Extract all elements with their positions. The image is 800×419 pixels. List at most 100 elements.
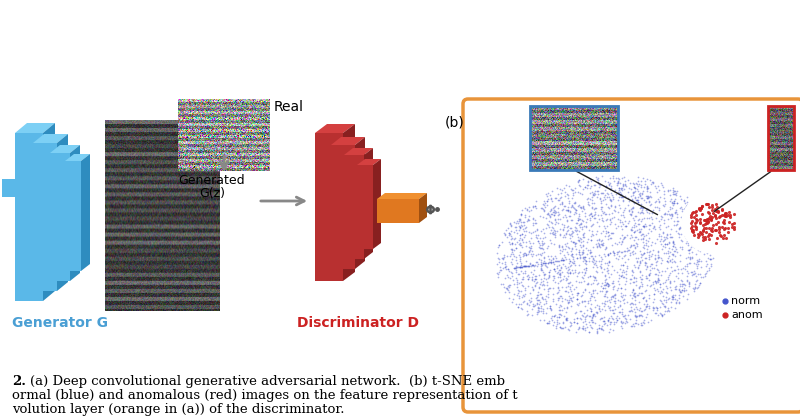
Point [694, 229, 707, 236]
Point [629, 188, 642, 195]
Point [626, 301, 639, 308]
Text: Real: Real [274, 100, 304, 114]
Point [688, 232, 701, 238]
Point [506, 298, 518, 305]
Point [668, 188, 681, 195]
Point [539, 234, 552, 241]
Point [546, 228, 559, 235]
Point [593, 322, 606, 329]
Point [618, 296, 630, 303]
Point [682, 290, 694, 297]
Point [638, 259, 651, 266]
Point [533, 240, 546, 246]
Point [654, 287, 667, 294]
Point [642, 194, 655, 201]
Point [563, 212, 576, 219]
Point [543, 305, 556, 312]
Point [604, 250, 617, 257]
Point [614, 323, 627, 330]
Point [625, 211, 638, 217]
Point [614, 205, 626, 212]
Point [686, 240, 698, 247]
Point [621, 299, 634, 306]
Point [546, 225, 559, 231]
Point [544, 207, 557, 213]
Point [680, 235, 693, 241]
Point [593, 305, 606, 312]
Point [594, 308, 606, 315]
Point [678, 285, 690, 292]
Point [622, 256, 635, 263]
Point [674, 283, 687, 290]
Point [628, 183, 641, 190]
Point [591, 174, 604, 181]
Point [546, 277, 559, 284]
Point [678, 282, 691, 289]
Point [676, 264, 689, 271]
Point [517, 226, 530, 233]
Point [634, 322, 647, 328]
Point [657, 286, 670, 293]
Point [622, 176, 634, 183]
Point [637, 187, 650, 194]
Point [523, 246, 536, 253]
Point [652, 287, 665, 294]
Point [686, 226, 699, 233]
Point [537, 281, 550, 288]
Point [513, 288, 526, 295]
Point [558, 324, 571, 331]
Point [572, 269, 585, 276]
Point [574, 183, 586, 189]
Point [700, 229, 713, 235]
Point [530, 225, 543, 232]
Point [607, 266, 620, 273]
Polygon shape [43, 123, 55, 301]
Point [572, 216, 585, 222]
Point [634, 276, 647, 283]
Point [569, 198, 582, 205]
Point [562, 270, 574, 277]
Point [694, 264, 707, 270]
Point [694, 206, 707, 212]
Point [626, 197, 639, 204]
Point [662, 188, 674, 194]
Point [532, 309, 545, 316]
Point [586, 194, 598, 201]
Point [594, 240, 607, 247]
Point [606, 327, 619, 334]
Point [652, 277, 665, 283]
Point [528, 266, 541, 273]
Polygon shape [377, 193, 427, 199]
Point [595, 237, 608, 244]
Point [614, 318, 627, 325]
Point [590, 204, 603, 211]
Point [545, 205, 558, 212]
Point [718, 226, 730, 233]
Point [554, 269, 566, 276]
Point [546, 285, 559, 291]
Point [576, 246, 589, 253]
Point [697, 237, 710, 243]
Point [537, 241, 550, 248]
Point [616, 197, 629, 203]
Point [626, 267, 639, 274]
Point [627, 189, 640, 196]
Point [650, 266, 663, 272]
Point [692, 233, 705, 239]
Point [678, 232, 691, 239]
Point [577, 322, 590, 329]
Point [553, 310, 566, 317]
Point [581, 185, 594, 191]
Point [603, 304, 616, 310]
Point [690, 237, 703, 244]
Point [670, 228, 682, 234]
Point [709, 206, 722, 212]
Point [698, 223, 711, 230]
Point [581, 311, 594, 318]
Point [608, 303, 621, 310]
Point [610, 251, 623, 257]
Point [654, 180, 667, 187]
Point [554, 277, 566, 284]
Point [643, 303, 656, 310]
Point [615, 239, 628, 246]
